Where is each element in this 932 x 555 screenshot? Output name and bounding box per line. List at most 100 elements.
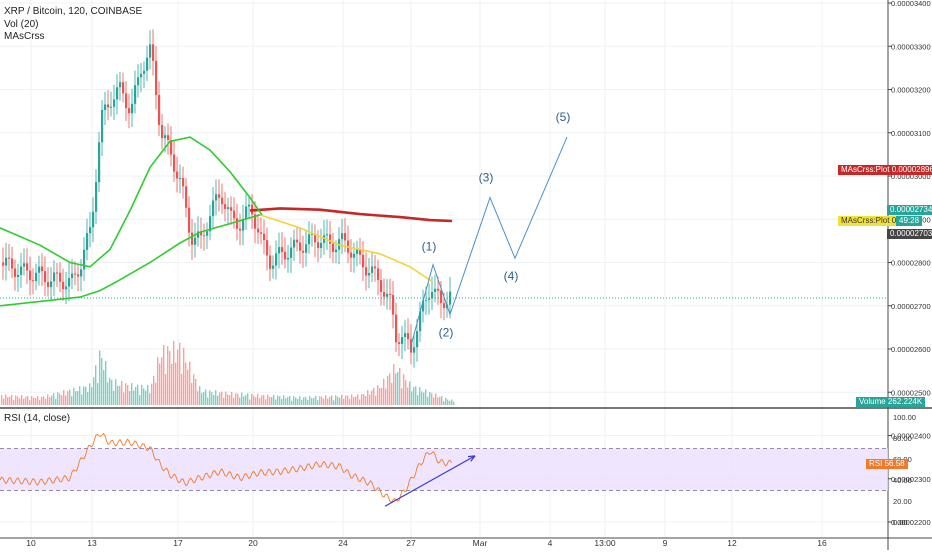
- volume-bar: [105, 361, 107, 405]
- volume-bar: [451, 399, 453, 405]
- volume-bar: [301, 399, 303, 405]
- volume-bar: [11, 394, 13, 405]
- volume-bar: [337, 396, 339, 405]
- prev-price-badge: 0.00002703: [887, 229, 932, 239]
- volume-bar: [421, 391, 423, 405]
- volume-bar: [1, 395, 3, 405]
- time-tick-label: 10: [26, 538, 36, 548]
- price-tick-label: 0.00002600: [891, 345, 931, 354]
- volume-bar: [371, 390, 373, 405]
- candle-body: [203, 235, 206, 237]
- rsi-trendline-arrow: [467, 455, 476, 462]
- ma-line-ma_green: [0, 214, 261, 307]
- volume-bar: [335, 395, 337, 405]
- volume-bar: [97, 382, 99, 405]
- volume-bar: [135, 387, 137, 405]
- candle-body: [278, 247, 281, 254]
- volume-bar: [439, 396, 441, 405]
- candle-body: [104, 104, 107, 110]
- candle-body: [293, 239, 296, 248]
- rsi-band: [0, 448, 888, 491]
- volume-bar: [109, 377, 111, 405]
- volume-bar: [157, 357, 159, 405]
- volume-name: Volume: [859, 397, 886, 406]
- candle-body: [401, 337, 404, 344]
- candle-body: [230, 207, 233, 211]
- volume-bar: [429, 391, 431, 405]
- price-tick-label: 0.00002400: [891, 432, 931, 441]
- wave-label: (4): [504, 269, 519, 283]
- volume-bar: [31, 395, 33, 405]
- volume-bar: [437, 397, 439, 405]
- ma-red-badge: MAsCrss:Plot 0.00002896: [838, 165, 932, 175]
- volume-bar: [373, 387, 375, 405]
- candle-body: [317, 242, 320, 248]
- volume-bar: [189, 361, 191, 405]
- candle-body: [80, 269, 83, 277]
- volume-bar: [271, 397, 273, 405]
- volume-bar: [83, 386, 85, 405]
- candle-body: [257, 228, 260, 233]
- volume-bar: [403, 374, 405, 405]
- volume-bar: [29, 400, 31, 405]
- volume-bar: [177, 349, 179, 405]
- wave-label: (5): [556, 110, 571, 124]
- volume-bar: [15, 395, 17, 405]
- volume-bar: [45, 399, 47, 405]
- volume-bar: [349, 399, 351, 405]
- volume-bar: [173, 340, 175, 405]
- candle-body: [74, 273, 77, 275]
- volume-bar: [345, 395, 347, 405]
- volume-bar: [75, 391, 77, 405]
- candle-body: [227, 207, 230, 210]
- volume-bar: [329, 396, 331, 405]
- volume-bar: [309, 395, 311, 405]
- volume-bar: [351, 394, 353, 405]
- ma-line-ma_green: [0, 136, 263, 268]
- candle-body: [284, 251, 287, 260]
- volume-bar: [215, 390, 217, 405]
- candle-body: [374, 266, 377, 269]
- candle-body: [29, 270, 32, 281]
- rsi-legend[interactable]: RSI (14, close): [4, 413, 71, 424]
- volume-bar: [133, 390, 135, 405]
- candle-body: [188, 207, 191, 233]
- volume-bar: [233, 397, 235, 405]
- volume-bar: [265, 399, 267, 405]
- volume-bar: [347, 395, 349, 405]
- volume-bar: [343, 398, 345, 405]
- volume-bar: [395, 373, 397, 405]
- candle-body: [290, 247, 293, 258]
- candle-body: [440, 290, 443, 304]
- volume-bar: [125, 383, 127, 405]
- rsi-line: [0, 432, 452, 504]
- volume-bar: [303, 397, 305, 405]
- candle-body: [341, 233, 344, 240]
- volume-bar: [441, 396, 443, 405]
- volume-bar: [213, 395, 215, 405]
- symbol-title[interactable]: XRP / Bitcoin, 120, COINBASE: [4, 6, 143, 17]
- rsi-tick-label: 0.00: [893, 518, 908, 527]
- volume-bar: [389, 373, 391, 405]
- volume-bar: [431, 393, 433, 405]
- volume-bar: [359, 399, 361, 405]
- volume-bar: [443, 401, 445, 405]
- ma-legend[interactable]: MAsCrss: [4, 31, 45, 42]
- volume-legend[interactable]: Vol (20): [4, 19, 39, 30]
- volume-bar: [223, 397, 225, 405]
- candle-body: [119, 82, 122, 88]
- candle-body: [260, 232, 263, 234]
- candle-body: [335, 249, 338, 252]
- volume-bar: [63, 390, 65, 405]
- volume-bar: [279, 396, 281, 405]
- candle-body: [185, 186, 188, 208]
- volume-bar: [219, 392, 221, 405]
- volume-bar: [241, 392, 243, 405]
- candle-body: [2, 262, 5, 266]
- volume-bar: [423, 392, 425, 405]
- candle-body: [26, 263, 29, 271]
- volume-bar: [171, 364, 173, 405]
- time-tick-label: 4: [548, 538, 553, 548]
